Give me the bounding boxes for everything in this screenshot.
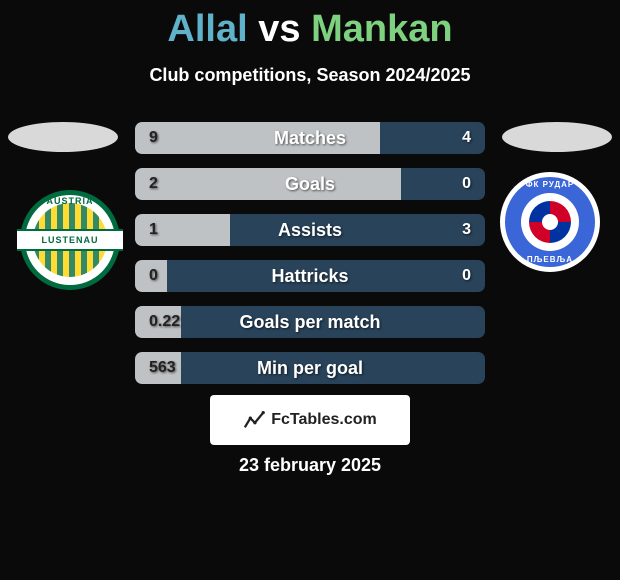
brand-text: FcTables.com bbox=[271, 411, 377, 429]
crest-left-top-text: AUSTRIA bbox=[25, 196, 115, 206]
shadow-ellipse-right bbox=[502, 122, 612, 152]
bar-label: Goals per match bbox=[135, 306, 485, 338]
bar-value-right: 0 bbox=[462, 168, 471, 200]
bar-row: 1Assists3 bbox=[135, 214, 485, 246]
bar-label: Min per goal bbox=[135, 352, 485, 384]
bar-label: Hattricks bbox=[135, 260, 485, 292]
vs-label: vs bbox=[258, 8, 300, 50]
bar-value-right: 3 bbox=[462, 214, 471, 246]
bar-value-right: 4 bbox=[462, 122, 471, 154]
crest-left-band: LUSTENAU bbox=[17, 229, 123, 251]
bar-label: Assists bbox=[135, 214, 485, 246]
crest-right-top-text: ФК РУДАР bbox=[505, 180, 595, 189]
page-title: Allal vs Mankan bbox=[0, 0, 620, 51]
bar-row: 2Goals0 bbox=[135, 168, 485, 200]
bar-row: 9Matches4 bbox=[135, 122, 485, 154]
bar-row: 0.22Goals per match bbox=[135, 306, 485, 338]
crest-right: ФК РУДАР ПЉЕВЉА bbox=[500, 172, 600, 272]
subtitle: Club competitions, Season 2024/2025 bbox=[0, 65, 620, 86]
brand-badge: FcTables.com bbox=[210, 395, 410, 445]
crest-right-center bbox=[542, 214, 558, 230]
comparison-bars: 9Matches42Goals01Assists30Hattricks00.22… bbox=[135, 122, 485, 398]
crest-left: AUSTRIA LUSTENAU bbox=[20, 190, 120, 290]
player2-name: Mankan bbox=[311, 8, 452, 50]
player1-name: Allal bbox=[167, 8, 247, 50]
chart-icon bbox=[243, 409, 265, 431]
bar-row: 0Hattricks0 bbox=[135, 260, 485, 292]
bar-value-right: 0 bbox=[462, 260, 471, 292]
bar-label: Matches bbox=[135, 122, 485, 154]
bar-row: 563Min per goal bbox=[135, 352, 485, 384]
footer-date: 23 february 2025 bbox=[0, 455, 620, 476]
crest-right-bottom-text: ПЉЕВЉА bbox=[505, 255, 595, 264]
bar-label: Goals bbox=[135, 168, 485, 200]
shadow-ellipse-left bbox=[8, 122, 118, 152]
